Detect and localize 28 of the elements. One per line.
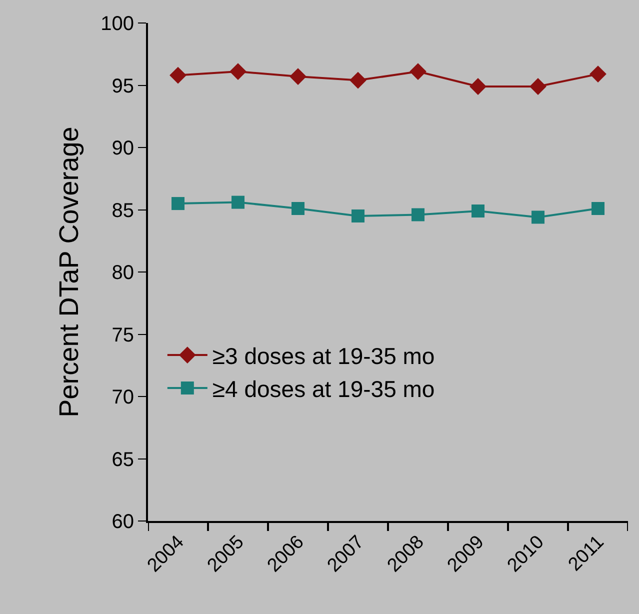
point — [292, 202, 304, 216]
point — [592, 202, 604, 216]
point — [472, 204, 484, 218]
y-tick-label: 95 — [112, 75, 134, 98]
point — [412, 208, 424, 222]
legend-label: ≥4 doses at 19-35 mo — [212, 376, 435, 402]
y-tick-label: 70 — [112, 386, 134, 408]
y-tick-label: 100 — [100, 13, 134, 35]
y-tick-label: 80 — [112, 262, 134, 284]
point — [230, 63, 246, 80]
point — [352, 209, 364, 222]
point — [530, 78, 546, 95]
point — [172, 197, 184, 210]
y-tick-label: 60 — [112, 511, 134, 533]
point — [590, 66, 606, 82]
legend-label: ≥3 doses at 19-35 mo — [212, 343, 435, 370]
point — [350, 72, 366, 89]
y-tick-label: 90 — [112, 138, 134, 160]
point — [170, 66, 186, 84]
point — [470, 78, 486, 95]
y-tick-label: 75 — [112, 324, 134, 346]
y-tick-label: 65 — [112, 448, 134, 471]
y-tick-label: 85 — [112, 200, 134, 222]
point — [532, 210, 544, 224]
point — [410, 63, 426, 80]
point — [290, 68, 306, 85]
point — [232, 196, 244, 209]
y-axis-title: Percent DTaP Coverage — [54, 126, 84, 418]
